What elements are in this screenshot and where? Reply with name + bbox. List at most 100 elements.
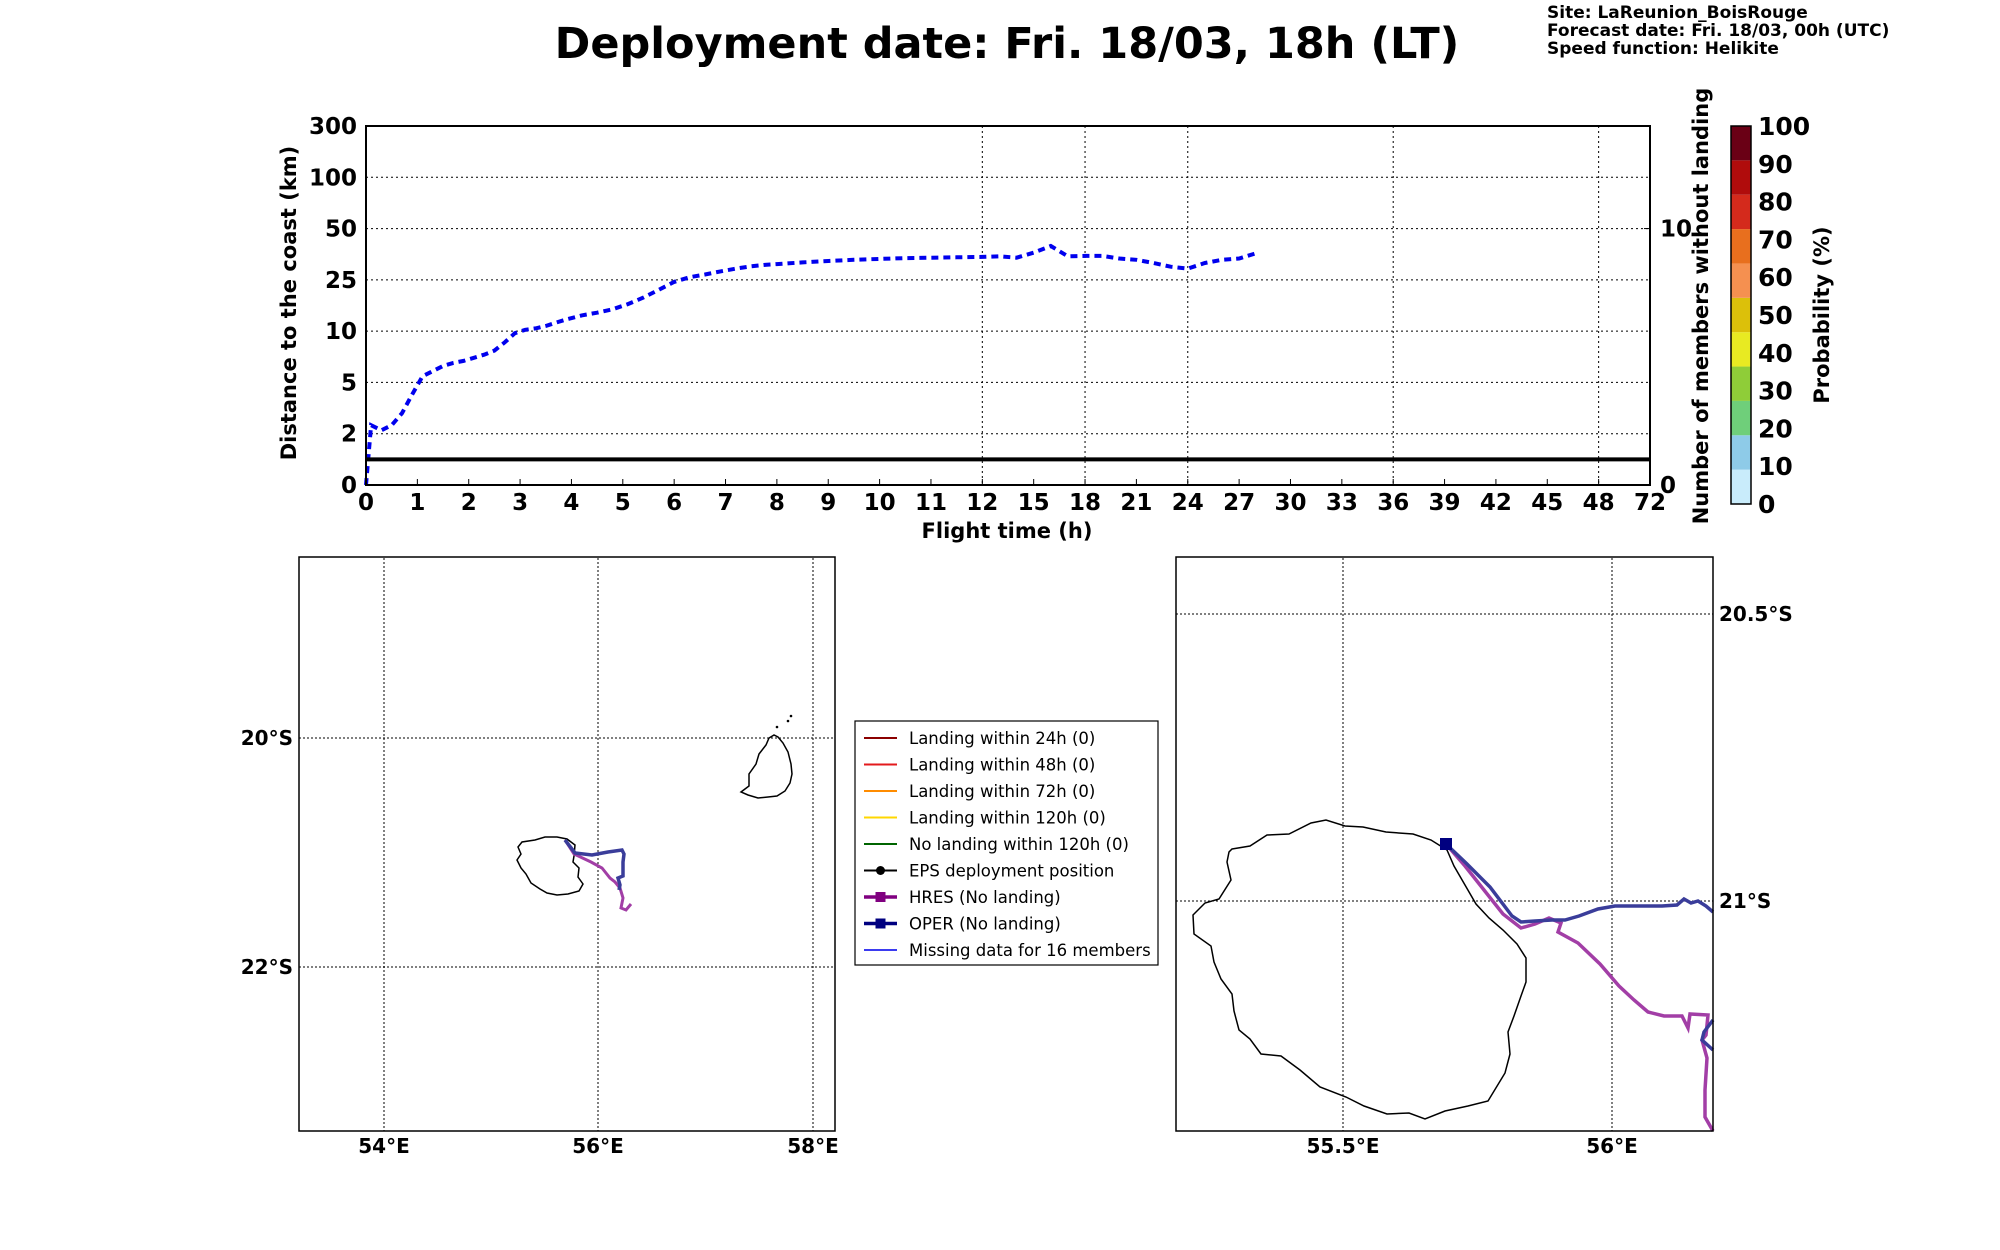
right-tick-labels: 0 10 (1644, 217, 1692, 499)
legend-item-label: OPER (No landing) (909, 915, 1061, 934)
map-left-lon-tick: 58°E (787, 1134, 839, 1158)
x-tick-label: 48 (1583, 490, 1615, 516)
colorbar-tick-label: 60 (1758, 263, 1793, 292)
y-tick-label: 50 (325, 217, 357, 243)
probability-colorbar: 0 10 20 30 40 50 60 70 80 90 100 (1730, 112, 1810, 519)
legend-item-label: No landing within 120h (0) (909, 835, 1129, 854)
legend-marker (875, 892, 886, 902)
legend: Landing within 24h (0) Landing within 48h… (854, 720, 1159, 966)
x-tick-label: 15 (1018, 490, 1050, 516)
legend-marker (876, 866, 885, 875)
colorbar-segment (1731, 229, 1751, 264)
legend-item-label: HRES (No landing) (909, 888, 1061, 907)
legend-item-label: Landing within 120h (0) (909, 809, 1106, 828)
map-right-frame (1175, 556, 1714, 1132)
right-tick-label: 10 (1660, 217, 1692, 243)
x-tick-label: 33 (1326, 490, 1358, 516)
x-tick-label: 7 (718, 490, 734, 516)
x-tick-label: 6 (666, 490, 682, 516)
x-tick-label: 21 (1120, 490, 1152, 516)
islet-dot (786, 719, 790, 723)
map-left: 54°E 56°E 58°E 20°S 22°S (241, 556, 839, 1158)
distance-series-line (364, 243, 1257, 486)
map-left-lat-tick: 20°S (241, 726, 293, 750)
chart-title: Deployment date: Fri. 18/03, 18h (LT) (555, 19, 1460, 69)
map-left-lon-tick: 56°E (572, 1134, 624, 1158)
colorbar-segment (1731, 469, 1751, 504)
colorbar-segment (1731, 435, 1751, 470)
x-tick-label: 39 (1429, 490, 1461, 516)
x-tick-label: 45 (1531, 490, 1563, 516)
plot-frame (365, 125, 1651, 486)
legend-box (854, 720, 1159, 966)
x-tick-label: 8 (769, 490, 785, 516)
legend-item-label: Landing within 24h (0) (909, 729, 1095, 748)
legend-item-label: Missing data for 16 members (909, 941, 1151, 960)
reunion-island-outline (516, 836, 584, 896)
oper-trajectory-zoom (1444, 842, 1715, 1052)
y-tick-label: 5 (341, 370, 357, 396)
map-left-lat-tick: 22°S (241, 955, 293, 979)
y-tick-label: 0 (341, 473, 357, 499)
colorbar-segment (1731, 400, 1751, 436)
x-tick-label: 10 (864, 490, 896, 516)
colorbar-segment (1731, 332, 1751, 367)
map-right-lon-tick: 56°E (1586, 1134, 1638, 1158)
x-tick-labels: 0 1 2 3 4 5 6 7 8 9 10 11 12 15 18 21 24 27 30 33 36 39 42 45 48… (358, 479, 1666, 516)
hres-trajectory-zoom (1444, 842, 1715, 1132)
site-label: Site: LaReunion_BoisRouge (1547, 3, 1808, 23)
x-axis-label: Flight time (h) (922, 519, 1093, 543)
x-tick-label: 0 (358, 490, 374, 516)
x-tick-label: 30 (1274, 490, 1306, 516)
mauritius-island-outline (739, 734, 793, 799)
plot-series (364, 243, 1650, 486)
plot-grid (366, 126, 1650, 485)
y-tick-label: 100 (309, 165, 357, 191)
y-axis-label: Distance to the coast (km) (277, 146, 301, 461)
islet-dot (789, 714, 793, 718)
colorbar-tick-label: 70 (1758, 225, 1793, 254)
colorbar-segment (1731, 160, 1751, 195)
speed-function-label: Speed function: Helikite (1547, 39, 1779, 59)
colorbar-label: Probability (%) (1810, 226, 1834, 403)
reunion-island-outline-zoom (1192, 819, 1527, 1120)
x-tick-label: 4 (563, 490, 579, 516)
legend-item-label: EPS deployment position (909, 862, 1114, 881)
colorbar-segment (1731, 194, 1751, 230)
colorbar-tick-label: 0 (1758, 490, 1775, 519)
map-right-lon-tick: 55.5°E (1306, 1134, 1379, 1158)
x-tick-label: 1 (409, 490, 425, 516)
map-right: 55.5°E 56°E 20.5°S 21°S (1175, 556, 1793, 1158)
y-tick-label: 2 (341, 422, 357, 448)
legend-item-label: Landing within 48h (0) (909, 756, 1095, 775)
x-tick-label: 18 (1069, 490, 1101, 516)
x-tick-label: 24 (1172, 490, 1204, 516)
x-tick-label: 12 (966, 490, 998, 516)
colorbar-tick-label: 100 (1758, 112, 1810, 141)
x-tick-label: 9 (820, 490, 836, 516)
colorbar-tick-label: 30 (1758, 377, 1793, 406)
x-tick-label: 11 (915, 490, 947, 516)
map-right-lat-tick: 21°S (1719, 889, 1771, 913)
right-axis-label: Number of members without landing (1689, 88, 1713, 525)
map-right-lat-tick: 20.5°S (1719, 602, 1793, 626)
colorbar-segment (1731, 126, 1751, 161)
x-tick-label: 36 (1377, 490, 1409, 516)
y-tick-label: 25 (325, 268, 357, 294)
right-tick-label: 0 (1660, 473, 1676, 499)
colorbar-segment (1731, 366, 1751, 401)
map-left-lon-tick: 54°E (358, 1134, 410, 1158)
y-tick-label: 10 (325, 319, 357, 345)
distance-plot: 0 1 2 3 4 5 6 7 8 9 10 11 12 15 18 21 24 27 30 33 36 39 42 45 48… (277, 88, 1713, 543)
hres-trajectory (563, 839, 633, 912)
colorbar-frame (1730, 125, 1752, 505)
map-left-frame (298, 556, 836, 1132)
x-tick-label: 2 (461, 490, 477, 516)
colorbar-tick-label: 40 (1758, 339, 1793, 368)
oper-trajectory (563, 838, 626, 891)
colorbar-segment (1731, 263, 1751, 298)
legend-item-label: Landing within 72h (0) (909, 782, 1095, 801)
x-tick-label: 27 (1223, 490, 1255, 516)
x-tick-label: 5 (615, 490, 631, 516)
